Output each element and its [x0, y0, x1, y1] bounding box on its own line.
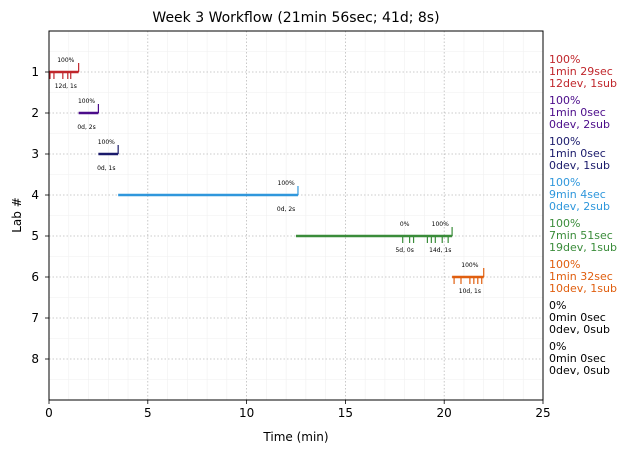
lab-2-summary-line: 0dev, 2sub [549, 118, 610, 131]
lab-6-summary-line: 100% [549, 258, 580, 271]
lab-7-summary-line: 0% [549, 299, 566, 312]
y-axis-label: Lab # [10, 197, 24, 233]
lab-2-summary-line: 1min 0sec [549, 106, 606, 119]
lab-2-annotation: 100% [78, 98, 95, 105]
lab-4-summary-line: 100% [549, 176, 580, 189]
lab-6-summary-line: 10dev, 1sub [549, 282, 617, 295]
lab-5-annotation: 5d, 0s [395, 247, 413, 254]
lab-7-summary-line: 0min 0sec [549, 311, 606, 324]
lab-4-annotation: 0d, 2s [277, 206, 295, 213]
lab-8-summary-line: 0% [549, 340, 566, 353]
chart-title: Week 3 Workflow (21min 56sec; 41d; 8s) [152, 10, 439, 26]
lab-1-summary-line: 12dev, 1sub [549, 77, 617, 90]
y-tick-label: 3 [31, 147, 39, 161]
lab-2-annotation: 0d, 2s [77, 124, 95, 131]
lab-8-summary-line: 0min 0sec [549, 352, 606, 365]
lab-1-annotation: 100% [57, 57, 74, 64]
x-axis: 0 5 10 15 20 25 [45, 400, 551, 420]
lab-6-annotation: 10d, 1s [459, 288, 481, 295]
lab-5-annotation: 100% [432, 221, 449, 228]
lab-5-summary-line: 7min 51sec [549, 229, 613, 242]
lab-1-summary-line: 100% [549, 53, 580, 66]
lab-3-annotation: 0d, 1s [97, 165, 115, 172]
x-tick-label: 0 [45, 406, 53, 420]
lab-6-summary-line: 1min 32sec [549, 270, 613, 283]
plot-frame [48, 30, 544, 401]
y-tick-label: 1 [31, 65, 39, 79]
y-tick-label: 6 [31, 270, 39, 284]
lab-6-annotation: 100% [461, 262, 478, 269]
y-tick-label: 8 [31, 352, 39, 366]
x-tick-label: 10 [239, 406, 254, 420]
lab-4-summary-line: 9min 4sec [549, 188, 606, 201]
lab-8-summary-line: 0dev, 0sub [549, 364, 610, 377]
x-tick-label: 20 [437, 406, 452, 420]
lab-2-summary-line: 100% [549, 94, 580, 107]
lab-7-summary-line: 0dev, 0sub [549, 323, 610, 336]
lab-3-summary-line: 100% [549, 135, 580, 148]
lab-3-summary-line: 1min 0sec [549, 147, 606, 160]
y-tick-label: 7 [31, 311, 39, 325]
lab-5-summary-line: 100% [549, 217, 580, 230]
lab-1-summary-line: 1min 29sec [549, 65, 613, 78]
x-tick-label: 5 [144, 406, 152, 420]
grid [49, 31, 543, 400]
lab-5-annotation: 0% [400, 221, 410, 228]
plot-marks: 100% 12d, 1s 100% 0d, 2s 100% 0d, 1s 100% 0d, 2… [49, 57, 485, 295]
x-tick-label: 15 [338, 406, 353, 420]
y-axis: 1 2 3 4 5 6 7 8 [31, 65, 49, 366]
lab-3-annotation: 100% [98, 139, 115, 146]
lab-3-summary-line: 0dev, 1sub [549, 159, 610, 172]
lab-1-annotation: 12d, 1s [55, 83, 77, 90]
lab-5-summary-line: 19dev, 1sub [549, 241, 617, 254]
x-tick-label: 25 [535, 406, 550, 420]
y-tick-label: 4 [31, 188, 39, 202]
y-tick-label: 2 [31, 106, 39, 120]
x-axis-label: Time (min) [262, 430, 328, 444]
lab-5-annotation: 14d, 1s [429, 247, 451, 254]
lab-4-annotation: 100% [278, 180, 295, 187]
lab-4-summary-line: 0dev, 2sub [549, 200, 610, 213]
y-tick-label: 5 [31, 229, 39, 243]
